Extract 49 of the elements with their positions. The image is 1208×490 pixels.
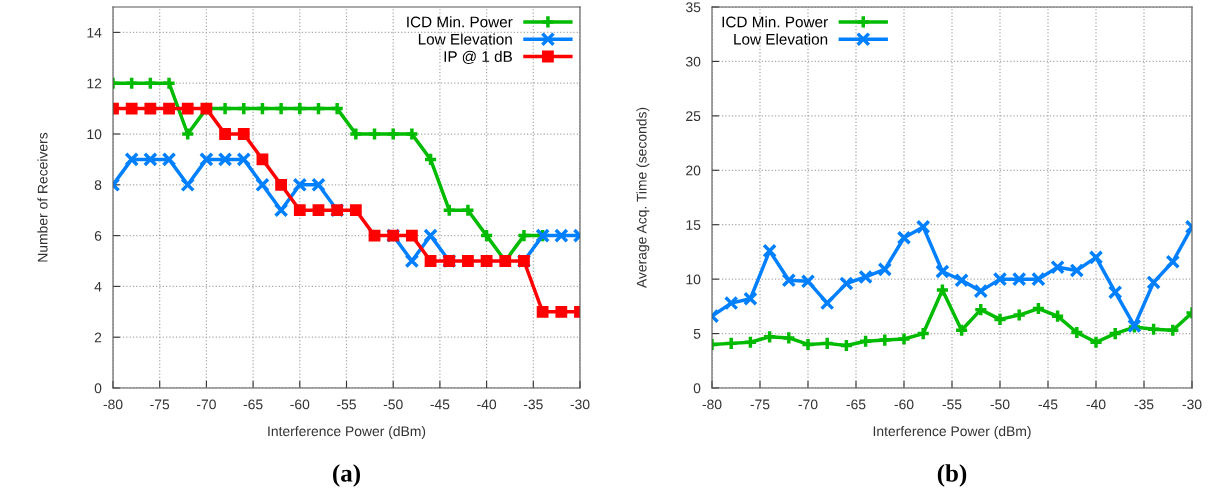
y-tick-label: 10	[87, 129, 102, 140]
y-tick-label: 0	[94, 383, 102, 394]
x-axis-title: Interference Power (dBm)	[873, 425, 1031, 439]
text: (a)	[333, 464, 360, 487]
x-axis-title: Interference Power (dBm)	[268, 425, 426, 439]
x-tick-label: -45	[430, 399, 450, 410]
y-tick-label: 8	[94, 180, 102, 190]
legend-label: ICD Min. Power	[407, 16, 513, 28]
y-tick-label: 14	[87, 27, 102, 38]
x-tick-label: -35	[523, 399, 543, 410]
x-tick-label: -55	[942, 399, 962, 410]
x-tick-label: -55	[337, 399, 356, 410]
x-tick-label: -60	[290, 399, 310, 410]
y-tick-label: 30	[685, 56, 701, 67]
x-tick-label: -45	[1038, 399, 1058, 410]
x-tick-label: -35	[1134, 399, 1154, 410]
x-tick-label: -40	[1086, 399, 1106, 410]
y-tick-label: 35	[685, 2, 701, 13]
legend-label: ICD Min. Power	[722, 16, 828, 28]
x-tick-label: -80	[103, 399, 123, 410]
x-tick-label: -80	[702, 399, 722, 410]
legend-label: Low Elevation	[418, 33, 512, 45]
x-tick-label: -50	[383, 399, 403, 410]
y-tick-label: 10	[686, 274, 701, 285]
y-axis-title: Number of Receivers	[37, 132, 48, 262]
x-tick-label: -40	[477, 399, 497, 410]
x-tick-label: -75	[150, 399, 170, 410]
y-tick-label: 5	[693, 329, 701, 339]
y-tick-label: 2	[94, 332, 102, 343]
x-tick-label: -65	[846, 399, 866, 410]
x-tick-label: -30	[570, 399, 590, 410]
y-tick-label: 25	[686, 111, 701, 122]
y-tick-label: 4	[94, 281, 102, 292]
y-tick-label: 12	[87, 78, 102, 89]
x-tick-label: -60	[894, 399, 914, 410]
x-tick-label: -70	[798, 399, 818, 410]
x-tick-label: -65	[243, 399, 263, 410]
x-tick-label: -75	[750, 399, 770, 410]
y-axis-title: Average Acq. Time (seconds)	[636, 107, 650, 289]
y-tick-label: 6	[94, 230, 102, 241]
legend-label: IP @ 1 dB	[444, 50, 512, 64]
x-tick-label: -70	[196, 399, 216, 410]
x-tick-label: -50	[990, 399, 1010, 410]
y-tick-label: 15	[686, 220, 701, 230]
text: (b)	[937, 464, 967, 487]
y-tick-label: 0	[693, 383, 701, 394]
y-tick-label: 20	[686, 165, 701, 176]
legend-label: Low Elevation	[734, 33, 828, 45]
x-tick-label: -30	[1182, 399, 1202, 410]
